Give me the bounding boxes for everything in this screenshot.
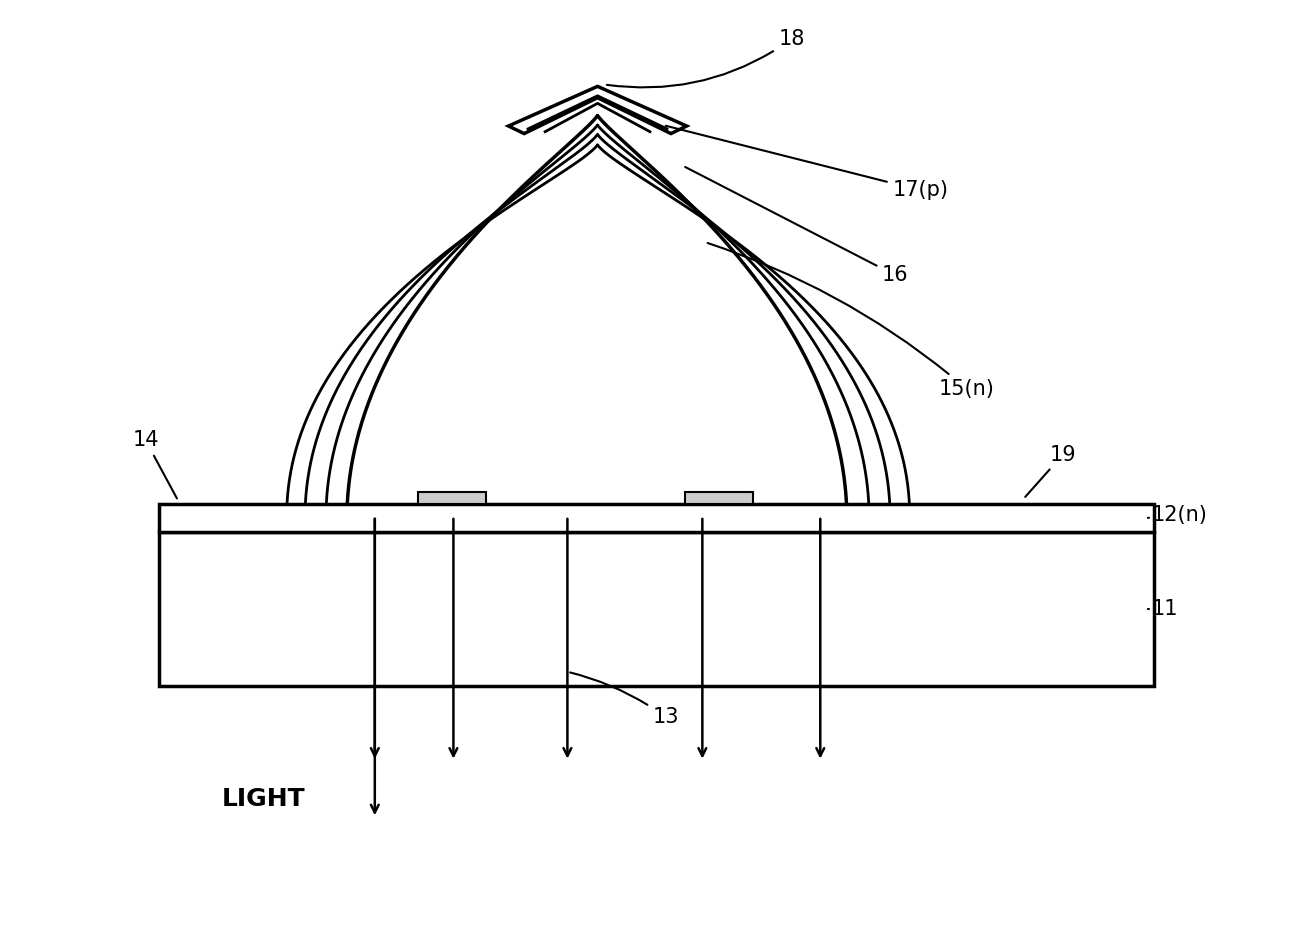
Text: LIGHT: LIGHT: [222, 787, 305, 812]
Bar: [159, 532, 1154, 686]
Text: 16: 16: [685, 167, 909, 285]
Bar: [159, 504, 1154, 532]
Text: 15(n): 15(n): [708, 243, 994, 399]
Bar: [685, 492, 754, 504]
Text: 13: 13: [570, 672, 679, 727]
Text: 11: 11: [1148, 599, 1178, 619]
Text: 17(p): 17(p): [666, 126, 948, 200]
Polygon shape: [508, 86, 687, 134]
Text: 14: 14: [133, 431, 177, 498]
Text: 19: 19: [1025, 444, 1077, 497]
Text: 12(n): 12(n): [1148, 505, 1208, 525]
Bar: [418, 492, 486, 504]
Text: 18: 18: [607, 29, 805, 87]
